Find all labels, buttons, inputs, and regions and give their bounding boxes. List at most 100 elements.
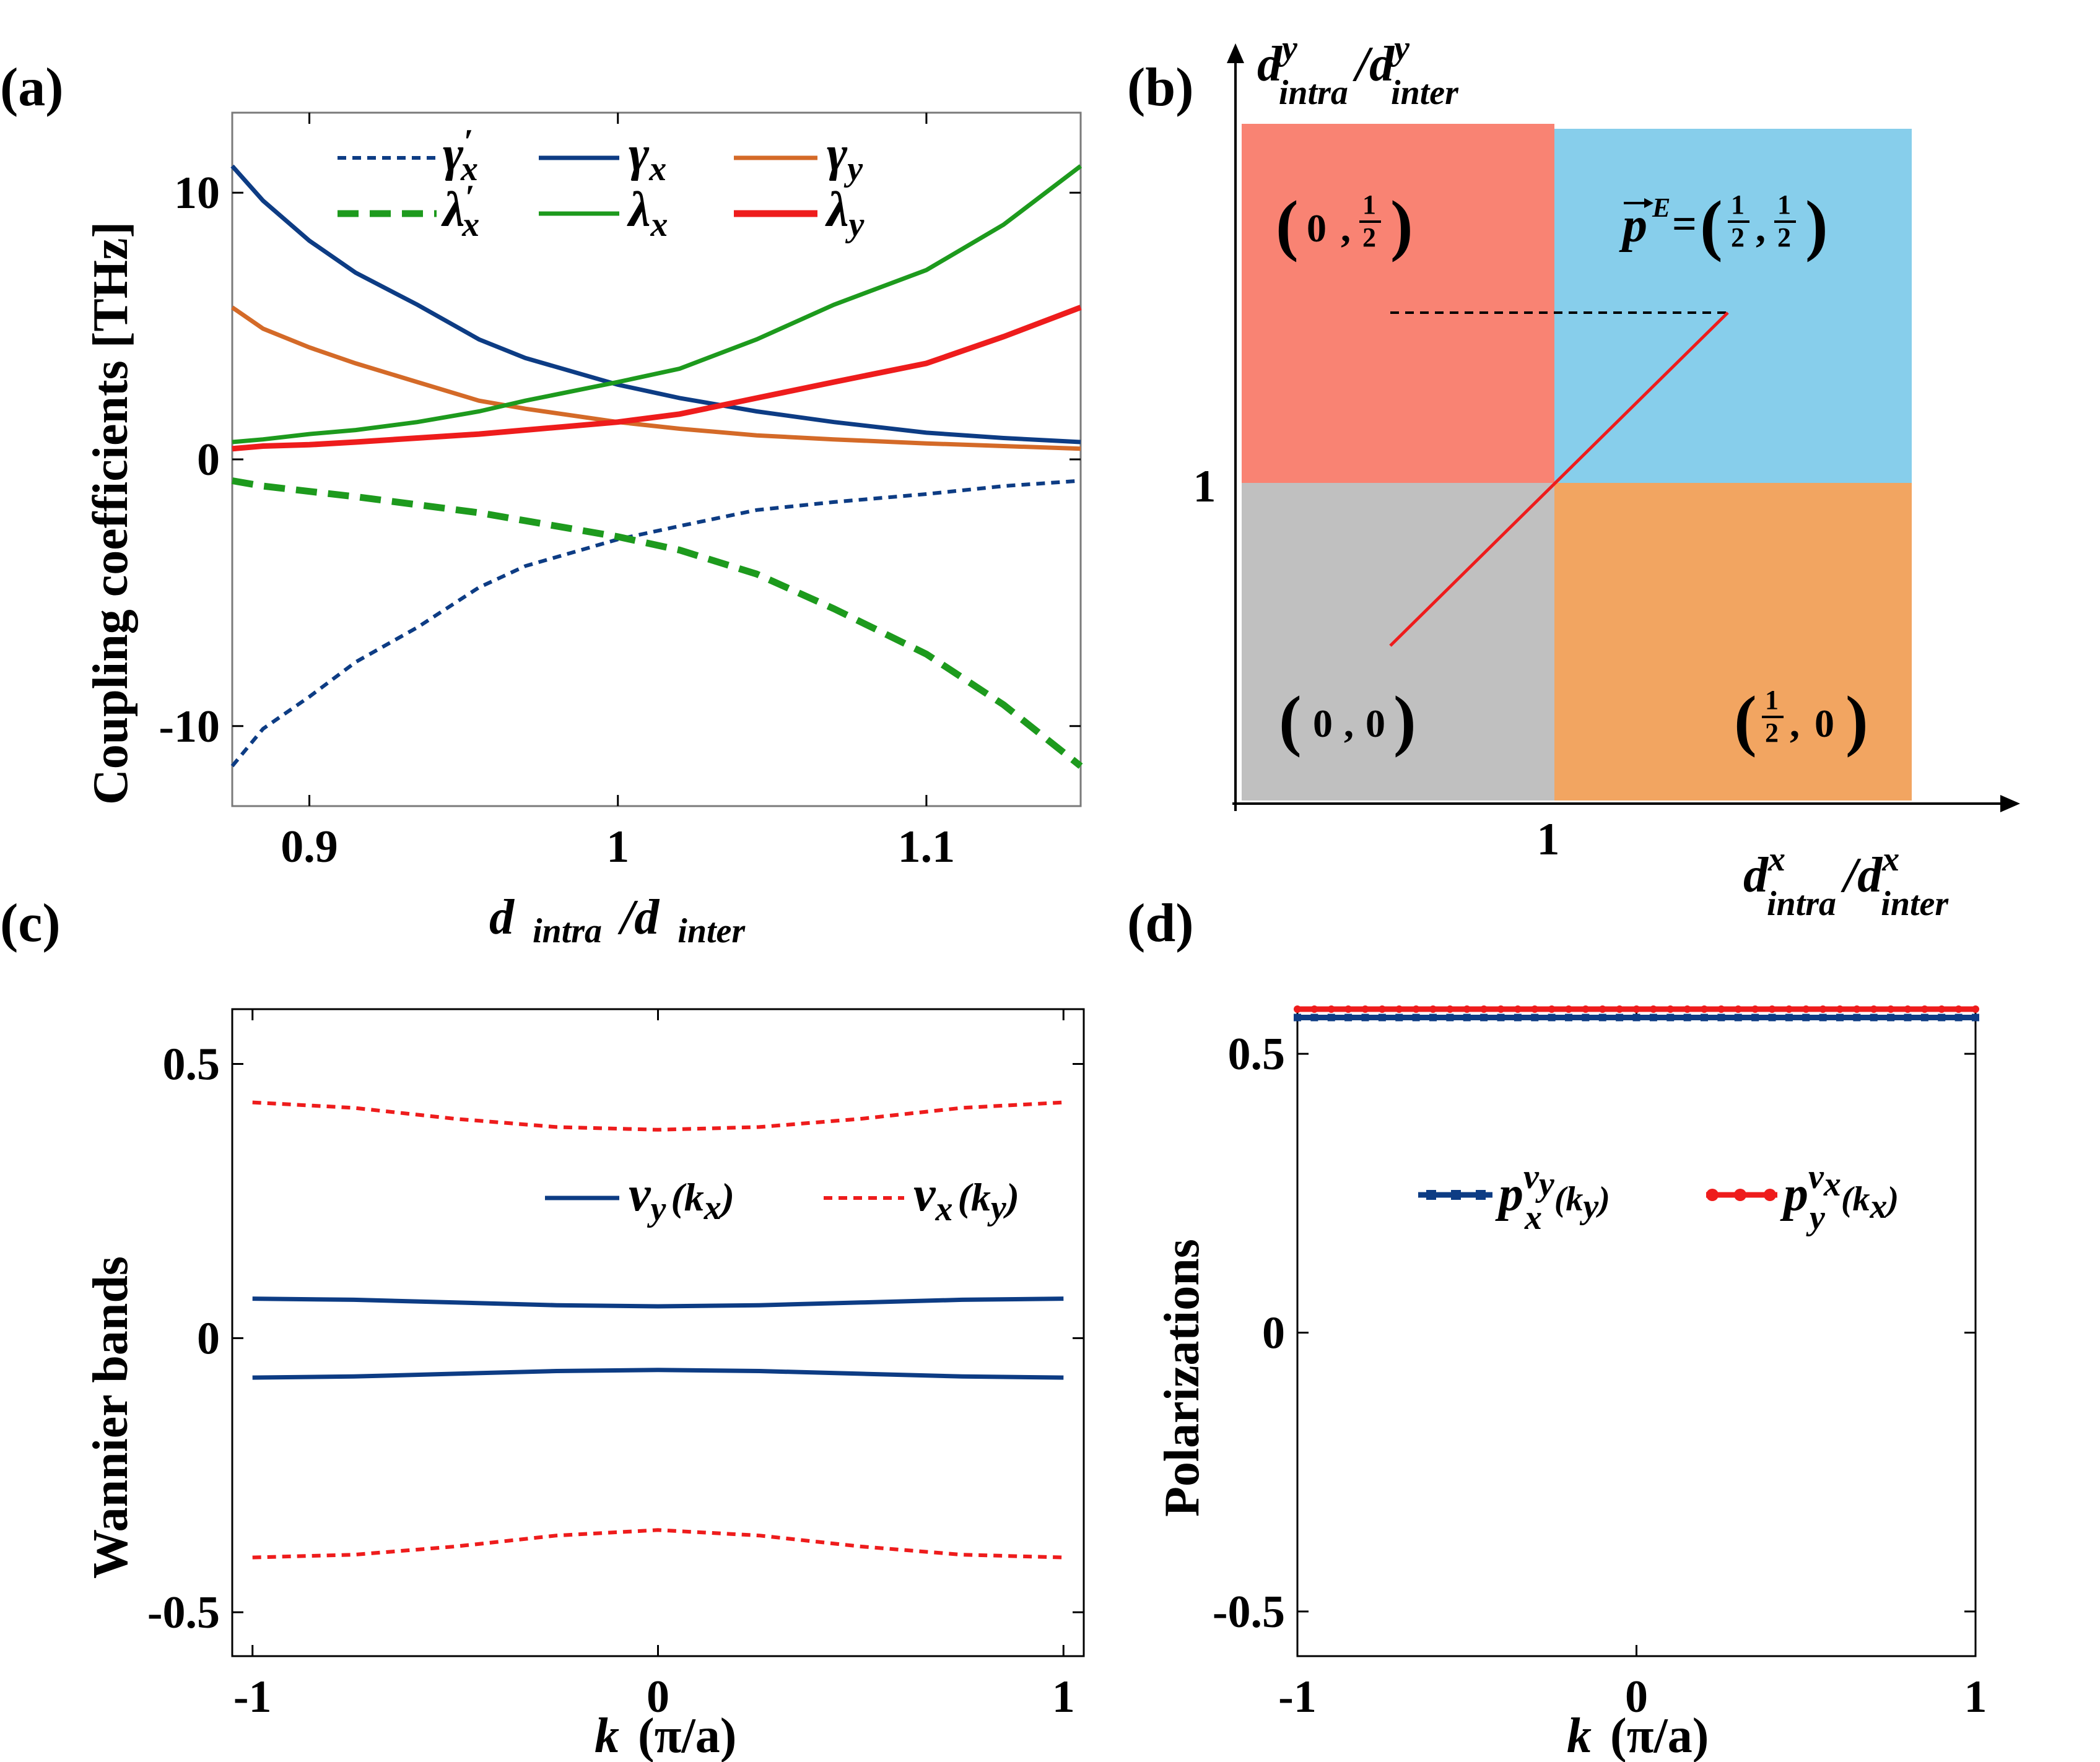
legend-nu-y: νy (kx): [629, 1167, 734, 1228]
region-bottom-right: [1554, 483, 1912, 801]
panel-a-ylabel: Coupling coefficients [THz]: [84, 222, 138, 805]
polarization-marker: [1768, 1005, 1776, 1013]
polarization-marker: [1802, 1013, 1810, 1022]
panel-c-ytick-label: 0: [197, 1313, 220, 1364]
panel-b-ylabel-sup: y: [1278, 29, 1298, 67]
polarization-marker: [1327, 1005, 1335, 1013]
legend-p-x-sub: x: [1524, 1199, 1542, 1237]
polarization-marker: [1751, 1005, 1759, 1013]
polarization-marker: [1294, 1005, 1301, 1013]
panel-c-xtick-label: 0: [647, 1672, 669, 1722]
polarization-marker: [1616, 1013, 1624, 1022]
polarization-marker: [1412, 1005, 1420, 1013]
panel-c-series: [252, 1100, 1064, 1560]
panel-c-xtick-label: 1: [1052, 1672, 1075, 1722]
polarization-marker: [1497, 1013, 1505, 1022]
polarization-marker: [1463, 1005, 1471, 1013]
polarization-marker: [1819, 1005, 1827, 1013]
polarization-marker: [1565, 1005, 1572, 1013]
series-line-0: [230, 479, 1081, 768]
panel-d-ticks: -1 0 1 0.5 0 -0.5: [1213, 1009, 1987, 1722]
panel-a-legend: γ′ x γx γy λ′ x λx λy: [338, 123, 865, 244]
polarization-marker: [1870, 1013, 1878, 1022]
polarization-marker: [1938, 1013, 1946, 1022]
polarization-marker: [1972, 1005, 1979, 1013]
polarization-marker: [1904, 1013, 1912, 1022]
polarization-marker: [1802, 1005, 1810, 1013]
polarization-marker: [1938, 1005, 1946, 1013]
svg-text:,: ,: [1790, 701, 1800, 745]
polarization-marker: [1701, 1013, 1708, 1022]
panel-d-xtick-label: 0: [1625, 1672, 1648, 1722]
legend-p-x: pνy(ky): [1495, 1158, 1610, 1226]
panel-c: (c) -1 0 1 0.5 0 -0.5 Wannier bands k (π/a) ν…: [0, 893, 1085, 1762]
svg-text:1: 1: [1777, 189, 1791, 220]
panel-b-ylabel: dy intra/dy inter: [1257, 29, 1459, 112]
panel-a-label: (a): [0, 58, 64, 118]
polarization-marker: [1904, 1005, 1912, 1013]
panel-b-xtick-1: 1: [1537, 814, 1560, 865]
polarization-marker: [1734, 1005, 1742, 1013]
band-line-0-values_upper: [252, 1296, 1064, 1309]
panel-b-xlabel-sup: x: [1767, 840, 1785, 879]
panel-b-xlabel-sub1: intra: [1767, 885, 1836, 923]
polarization-marker: [1836, 1005, 1844, 1013]
panel-b-xlabel-main: d: [1743, 848, 1769, 903]
svg-text:2: 2: [1731, 222, 1745, 253]
polarization-marker: [1954, 1013, 1963, 1022]
panel-b-ylabel-sep: /d: [1353, 37, 1395, 92]
panel-a-xlabel-sub1: intra: [533, 912, 602, 950]
polarization-marker: [1616, 1005, 1624, 1013]
svg-text:=: =: [1672, 201, 1697, 248]
band-line-0-values_lower: [252, 1368, 1064, 1380]
svg-text:0: 0: [1313, 701, 1333, 745]
legend-lambda-y: λy: [825, 183, 865, 244]
polarization-marker: [1582, 1005, 1590, 1013]
svg-text:2: 2: [1362, 222, 1376, 253]
panel-b-ylabel-sub1: intra: [1279, 74, 1348, 112]
polarization-marker: [1819, 1013, 1827, 1022]
panel-d: (d) -1 0 1 0.5 0 -0.5 Polarizations k (π/a) p…: [1127, 893, 1987, 1762]
panel-d-xtick-label: 1: [1964, 1672, 1987, 1722]
panel-a-ytick-label: -10: [159, 701, 220, 752]
polarization-marker: [1768, 1013, 1776, 1022]
panel-b-xlabel-sup2: x: [1881, 840, 1899, 879]
panel-b-ylabel-sup2: y: [1390, 29, 1410, 67]
legend-p-y: pνx(kx): [1780, 1158, 1899, 1226]
region-label-bottom-right: ( 1 2 , 0 ): [1734, 682, 1868, 758]
panel-d-xlabel-main: k: [1567, 1709, 1592, 1762]
polarization-marker: [1649, 1013, 1657, 1022]
panel-d-xtick-label: -1: [1278, 1672, 1317, 1722]
polarization-marker: [1361, 1013, 1369, 1022]
panel-c-xlabel: k (π/a): [595, 1709, 736, 1762]
polarization-marker: [1480, 1013, 1488, 1022]
polarization-marker: [1734, 1013, 1742, 1022]
panel-d-ytick-label: 0: [1262, 1308, 1285, 1359]
panel-b-xlabel-sep: /d: [1841, 848, 1883, 903]
polarization-marker: [1310, 1013, 1318, 1022]
panel-b-label: (b): [1127, 58, 1194, 118]
polarization-marker: [1344, 1013, 1353, 1022]
svg-text:(: (: [1279, 682, 1302, 758]
svg-text:2: 2: [1777, 222, 1791, 253]
panel-c-ytick-label: -0.5: [147, 1587, 220, 1638]
svg-text:1: 1: [1731, 189, 1745, 220]
polarization-marker: [1548, 1013, 1556, 1022]
svg-text:2: 2: [1765, 718, 1779, 748]
y-axis-arrow-icon: [1227, 43, 1244, 63]
panel-d-ytick-label: -0.5: [1213, 1587, 1285, 1638]
region-top-left: [1242, 124, 1554, 483]
svg-text:0: 0: [1307, 206, 1327, 250]
polarization-marker: [1531, 1005, 1539, 1013]
svg-text:): ): [1805, 187, 1828, 263]
region-label-bottom-left: ( 0 , 0 ): [1279, 682, 1416, 758]
panel-c-xtick-label: -1: [233, 1672, 272, 1722]
polarization-marker: [1429, 1013, 1437, 1022]
series-line-2: [231, 305, 1081, 451]
band-line-1-values_upper: [252, 1100, 1064, 1132]
polarization-marker: [1785, 1005, 1793, 1013]
panel-a-ytick-label: 10: [174, 168, 220, 219]
polarization-marker: [1344, 1005, 1353, 1013]
svg-text:): ): [1845, 682, 1868, 758]
x-axis-arrow-icon: [2000, 795, 2020, 812]
